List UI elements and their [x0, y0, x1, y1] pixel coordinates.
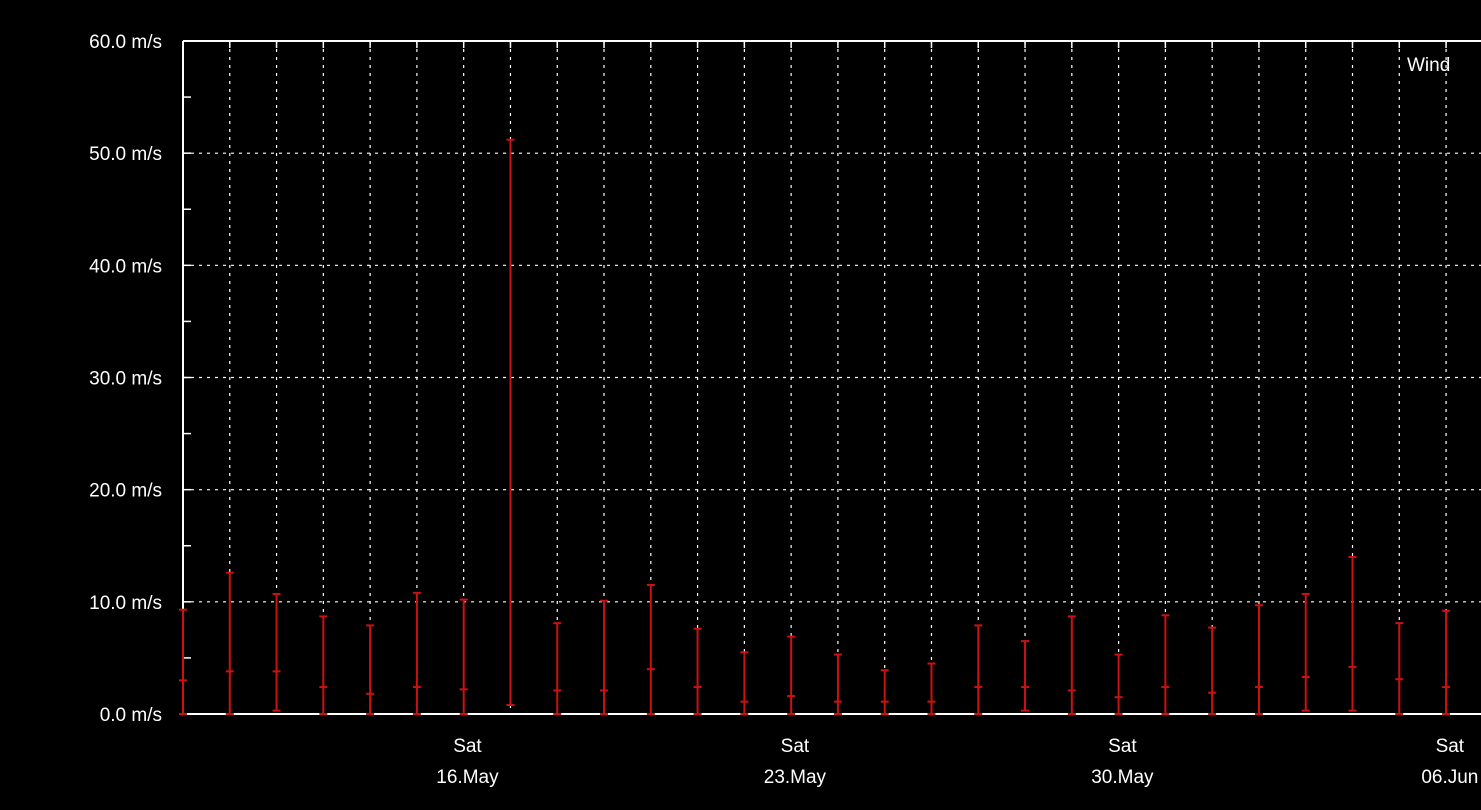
wind-range-bar — [833, 653, 842, 715]
wind-range-bar — [459, 598, 468, 715]
wind-range-bar — [1442, 609, 1451, 715]
wind-range-bar — [319, 615, 328, 715]
wind-range-bar — [1208, 626, 1217, 715]
wind-range-bar — [225, 571, 234, 715]
axis-layer — [182, 40, 1481, 715]
x-tick-day: Sat — [781, 736, 810, 757]
wind-range-bar — [740, 651, 749, 715]
x-tick-day: Sat — [1436, 736, 1465, 757]
y-tick-label: 50.0 m/s — [89, 144, 162, 165]
wind-range-bar — [1161, 614, 1170, 715]
wind-range-bar — [1114, 653, 1123, 715]
wind-range-bar — [366, 624, 375, 715]
wind-range-bar — [1348, 555, 1357, 712]
wind-range-bar — [553, 622, 562, 715]
wind-range-bar — [506, 138, 515, 707]
grid-layer — [183, 41, 1481, 714]
x-tick-date: 06.Jun — [1421, 767, 1478, 788]
y-tick-label: 40.0 m/s — [89, 256, 162, 277]
legend-label: Wind — [1407, 55, 1450, 76]
wind-range-bars — [179, 138, 1451, 715]
wind-range-bar — [880, 669, 889, 715]
wind-range-bar — [1395, 622, 1404, 715]
y-tick-labels: 0.0 m/s 10.0 m/s 20.0 m/s 30.0 m/s 40.0 m/s 5… — [89, 32, 162, 726]
wind-range-bar — [600, 599, 609, 715]
x-tick-date: 23.May — [764, 767, 827, 788]
y-tick-label: 0.0 m/s — [100, 705, 162, 726]
wind-range-bar — [974, 624, 983, 715]
y-tick-label: 30.0 m/s — [89, 369, 162, 390]
wind-range-bar — [693, 627, 702, 715]
x-tick-labels: Sat 16.May Sat 23.May Sat 30.May Sat 06.Jun — [436, 736, 1478, 788]
y-tick-label: 20.0 m/s — [89, 481, 162, 502]
y-tick-label: 60.0 m/s — [89, 32, 162, 53]
wind-range-bar — [1301, 592, 1310, 712]
wind-range-bar — [1067, 615, 1076, 715]
x-tick-day: Sat — [1108, 736, 1137, 757]
wind-range-bar — [646, 584, 655, 715]
y-tick-label: 10.0 m/s — [89, 593, 162, 614]
x-tick-date: 30.May — [1091, 767, 1154, 788]
x-tick-date: 16.May — [436, 767, 499, 788]
wind-range-bar — [412, 591, 421, 715]
wind-range-bar — [272, 592, 281, 712]
wind-range-bar — [927, 662, 936, 715]
wind-range-bar — [1021, 640, 1030, 712]
wind-range-bar — [1254, 604, 1263, 715]
x-tick-day: Sat — [453, 736, 482, 757]
wind-range-bar — [179, 608, 187, 715]
wind-range-bar — [787, 635, 796, 715]
